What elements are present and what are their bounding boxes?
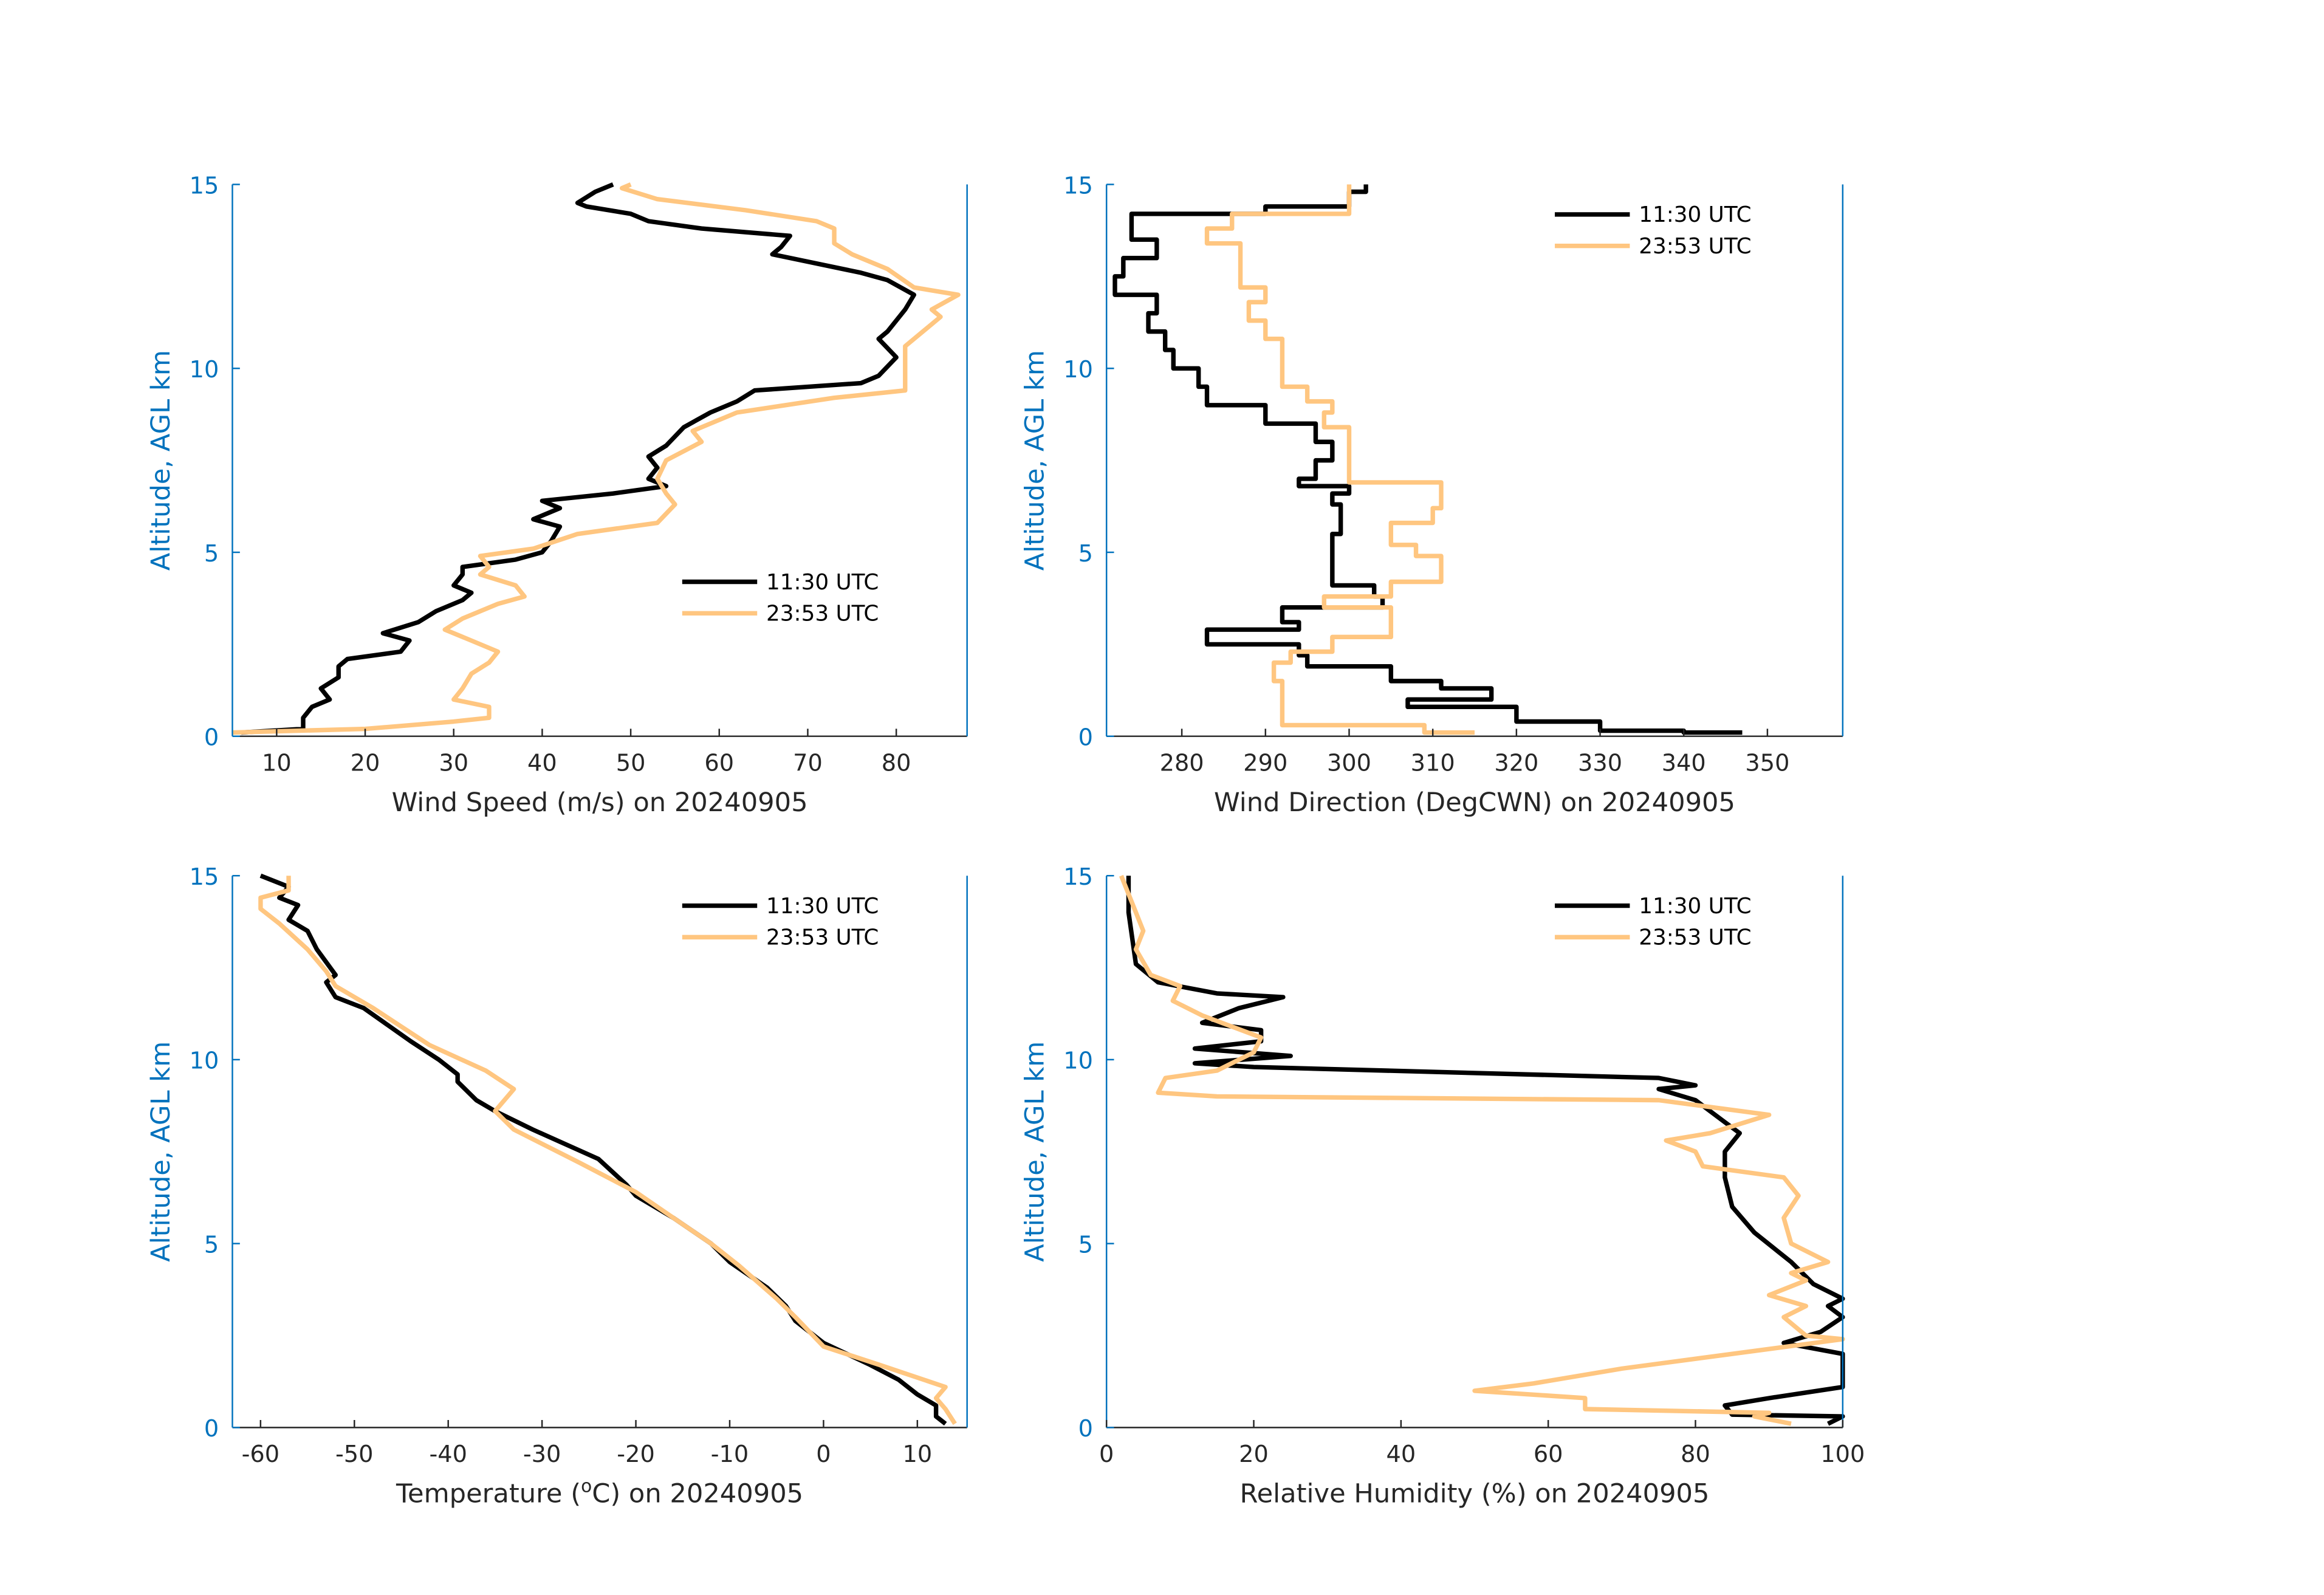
degree-superscript: o [581,1475,592,1496]
x-tick-label: 60 [704,749,734,777]
x-tick-label: 30 [439,749,468,777]
y-tick-label: 5 [1078,1231,1093,1258]
y-tick-label: 15 [1063,863,1093,891]
x-tick-label: 10 [262,749,292,777]
x-tick-label: 340 [1662,749,1706,777]
legend-label: 11:30 UTC [1639,202,1751,227]
chart-panel-2: 280 290 300 310 320 330 340 350 0 5 10 15 Wind Direc… [1020,172,1844,818]
chart-panel-1: 10 20 30 40 50 60 70 80 0 5 10 15 Wind Speed (m/s) o… [146,172,968,818]
x-axis-label: Temperature (oC) on 20240905 [396,1475,803,1509]
y-tick-label: 10 [1063,1048,1093,1075]
x-tick-label: 350 [1745,749,1789,777]
y-tick-label: 10 [190,1048,219,1075]
series-line-2353-utc [1204,184,1475,735]
y-axis-label: Altitude, AGL km [1020,1041,1051,1262]
chart-panel-4: 0 20 40 60 80 100 0 5 10 15 Relative Humidity (%) … [1020,863,1865,1509]
legend: 11:30 UTC 23:53 UTC [682,894,879,950]
y-tick-label: 10 [1063,356,1093,383]
y-tick-label: 15 [190,863,219,891]
chart-panel-3: -60 -50 -40 -30 -20 -10 0 10 0 5 10 15 Temperature (… [146,863,968,1509]
legend-label: 23:53 UTC [1639,925,1751,950]
x-tick-label: 330 [1578,749,1622,777]
x-tick-label: 0 [816,1441,831,1468]
x-tick-label: 300 [1327,749,1371,777]
series-line-2353-utc [232,182,961,735]
legend-label: 23:53 UTC [766,602,879,626]
y-axis-label: Altitude, AGL km [146,1041,176,1262]
x-tick-label: 320 [1494,749,1538,777]
series-line-2353-utc [258,876,957,1425]
series-line-1130-utc [1126,876,1845,1426]
x-tick-label: 290 [1243,749,1287,777]
x-tick-label: -30 [523,1441,561,1468]
x-tick-label: 10 [903,1441,933,1468]
series-line-1130-utc [1112,184,1743,735]
y-tick-label: 5 [1078,540,1093,568]
x-tick-label: 0 [1099,1441,1114,1468]
x-tick-label: 70 [793,749,823,777]
x-axis-label: Wind Speed (m/s) on 20240905 [392,787,808,818]
y-tick-label: 15 [190,172,219,199]
legend: 11:30 UTC 23:53 UTC [682,570,879,626]
x-tick-label: 80 [882,749,911,777]
legend-label: 11:30 UTC [1639,894,1751,919]
y-axis-label: Altitude, AGL km [1020,350,1051,571]
legend: 11:30 UTC 23:53 UTC [1555,894,1752,950]
x-tick-label: -20 [617,1441,654,1468]
y-tick-label: 0 [204,724,219,751]
legend-label: 23:53 UTC [1639,234,1751,259]
y-tick-label: 10 [190,356,219,383]
x-tick-label: 40 [527,749,557,777]
y-tick-label: 0 [204,1415,219,1442]
legend: 11:30 UTC 23:53 UTC [1555,202,1752,259]
y-tick-label: 15 [1063,172,1093,199]
x-axis-label: Wind Direction (DegCWN) on 20240905 [1214,787,1735,818]
legend-label: 11:30 UTC [766,894,879,919]
y-tick-label: 5 [204,540,219,568]
y-axis-label: Altitude, AGL km [146,350,176,571]
y-tick-label: 0 [1078,1415,1093,1442]
x-tick-label: 40 [1387,1441,1416,1468]
x-tick-label: 20 [1239,1441,1269,1468]
x-tick-label: -60 [242,1441,279,1468]
x-tick-label: 60 [1534,1441,1563,1468]
legend-label: 11:30 UTC [766,570,879,595]
x-tick-label: 100 [1820,1441,1865,1468]
y-tick-label: 5 [204,1231,219,1258]
x-tick-label: 20 [351,749,380,777]
x-tick-label: 280 [1160,749,1204,777]
x-tick-label: -40 [429,1441,467,1468]
series-line-1130-utc [259,873,947,1426]
legend-label: 23:53 UTC [766,925,879,950]
x-tick-label: 80 [1681,1441,1710,1468]
x-tick-label: 310 [1411,749,1455,777]
x-tick-label: 50 [616,749,646,777]
x-tick-label: -50 [335,1441,373,1468]
y-tick-label: 0 [1078,724,1093,751]
x-axis-label: Relative Humidity (%) on 20240905 [1240,1479,1710,1509]
x-tick-label: -10 [711,1441,749,1468]
series-line-2353-utc [1119,874,1845,1426]
series-line-1130-utc [241,182,917,735]
